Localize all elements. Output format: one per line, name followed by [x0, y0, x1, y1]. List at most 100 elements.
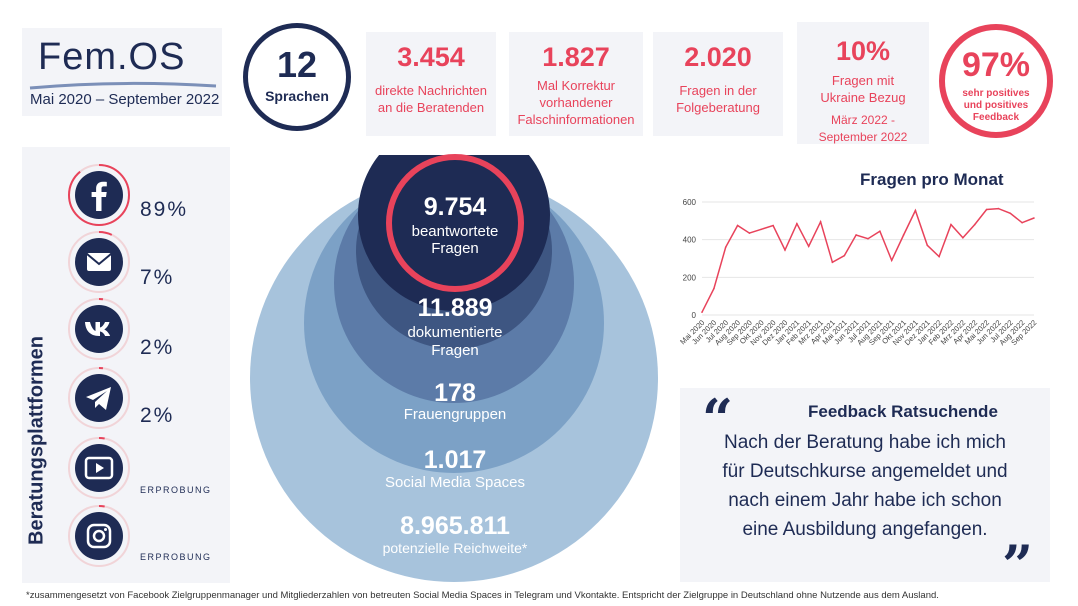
platform-vk	[68, 298, 130, 360]
platform-share-value: 89%	[140, 198, 189, 221]
quote-line: nach einem Jahr habe ich schon	[728, 490, 1002, 511]
data-point	[855, 234, 857, 236]
circle-answered-value: 9.754	[423, 193, 487, 221]
circle-groups-label: Frauengruppen	[403, 406, 507, 423]
circle-groups-value: 178	[434, 379, 476, 407]
stat-label: Fragen mit Ukraine Bezug	[820, 73, 906, 105]
data-point	[879, 230, 881, 232]
open-quote-icon: “	[702, 387, 734, 451]
platform-share-value: 7%	[140, 266, 175, 289]
series-line	[701, 207, 1035, 313]
platforms-title: Beratungsplattformen	[25, 336, 48, 545]
data-point	[890, 259, 893, 262]
data-point	[1021, 221, 1023, 224]
platforms-panel: Beratungsplattformen 89% 7%	[22, 147, 230, 583]
y-tick-label: 200	[683, 273, 697, 282]
circle-reach-label: potenzielle Reichweite*	[382, 540, 528, 556]
circle-spaces-label: Social Media Spaces	[384, 474, 526, 491]
data-point	[713, 287, 715, 290]
data-point	[784, 249, 786, 251]
answered-ring	[386, 154, 524, 292]
chart-title: Fragen pro Monat	[860, 170, 1004, 189]
stat-label: Mal Korrektur vorhandener Falschinformat…	[517, 78, 635, 127]
data-point	[736, 224, 739, 227]
quote-card: “ Feedback Ratsuchende Nach der Beratung…	[680, 387, 1050, 592]
platform-share-value: 2%	[140, 336, 175, 359]
quote-line: für Deutschkurse angemeldet und	[722, 461, 1008, 482]
platform-mail	[68, 231, 130, 293]
instagram-icon	[86, 523, 112, 549]
data-point	[701, 311, 703, 313]
data-point	[796, 222, 798, 225]
data-point	[902, 234, 905, 236]
data-point	[772, 224, 774, 227]
platform-facebook	[68, 164, 130, 226]
stat-sublabel: März 2022 - September 2022	[818, 113, 908, 144]
close-quote-icon: ”	[1002, 533, 1034, 597]
data-point	[997, 207, 1000, 210]
data-point	[807, 245, 810, 248]
data-point	[831, 261, 834, 264]
stat-value: 3.454	[397, 42, 465, 72]
data-point	[926, 244, 929, 247]
footnote: *zusammengesetzt von Facebook Zielgruppe…	[26, 590, 939, 601]
share-ring	[68, 231, 130, 293]
data-point	[748, 232, 751, 234]
platform-share-value: ERPROBUNG	[140, 552, 212, 562]
circle-documented-label: dokumentierte Fragen	[407, 324, 503, 359]
languages-value: 12	[276, 44, 318, 85]
share-ring	[68, 367, 130, 429]
stat-card-ukraine: 10% Fragen mit Ukraine Bezug März 2022 -…	[797, 22, 929, 144]
data-point	[973, 223, 976, 226]
share-ring	[68, 298, 130, 360]
stat-card-followup: 2.020 Fragen in der Folgeberatung	[653, 32, 783, 136]
share-ring	[68, 164, 130, 226]
languages-label: Sprachen	[265, 88, 329, 104]
data-point	[1009, 212, 1012, 215]
languages-badge: 12 Sprachen	[243, 23, 351, 131]
data-point	[819, 220, 822, 223]
youtube-icon	[84, 456, 114, 480]
share-ring	[68, 505, 130, 567]
platform-instagram	[68, 505, 130, 567]
data-point	[760, 228, 763, 231]
y-tick-label: 400	[683, 236, 697, 245]
data-point	[962, 236, 964, 239]
logo-swoosh	[29, 81, 217, 90]
feedback-badge-label: sehr positives und positives Feedback	[962, 88, 1030, 123]
platform-telegram	[68, 367, 130, 429]
feedback-badge: 97% sehr positives und positives Feedbac…	[939, 24, 1053, 138]
platform-share-value: 2%	[140, 404, 175, 427]
share-ring	[68, 437, 130, 499]
feedback-badge-value: 97%	[961, 46, 1031, 84]
mail-icon	[86, 253, 112, 271]
data-point	[1033, 217, 1035, 219]
circle-answered-label: beantwortete Fragen	[411, 223, 499, 257]
vk-icon	[85, 322, 111, 336]
circle-spaces-value: 1.017	[423, 446, 487, 474]
quote-title: Feedback Ratsuchende	[808, 402, 998, 421]
stat-label: direkte Nachrichten an die Beratenden	[375, 83, 487, 115]
quote-line: Nach der Beratung habe ich mich	[724, 432, 1006, 453]
circle-documented-value: 11.889	[417, 294, 493, 322]
circle-reach-value: 8.965.811	[400, 512, 510, 540]
quote-line: eine Ausbildung angefangen.	[742, 519, 988, 540]
data-point	[938, 255, 940, 258]
data-point	[843, 254, 846, 257]
stat-value: 2.020	[684, 42, 752, 72]
period-label: Mai 2020 – September 2022	[30, 91, 220, 108]
logo-card: Fem.OS Mai 2020 – September 2022	[22, 28, 222, 116]
platform-share-value: ERPROBUNG	[140, 485, 212, 495]
y-tick-label: 0	[692, 311, 697, 320]
logo-text: Fem.OS	[38, 36, 186, 78]
data-point	[950, 223, 952, 226]
stat-card-messages: 3.454 direkte Nachrichten an die Beraten…	[366, 32, 496, 136]
platform-youtube	[68, 437, 130, 499]
data-point	[914, 209, 917, 212]
facebook-icon	[91, 181, 107, 211]
data-point	[985, 208, 988, 211]
telegram-icon	[86, 387, 111, 410]
stat-value: 1.827	[542, 42, 610, 72]
stat-label: Fragen in der Folgeberatung	[676, 83, 760, 115]
